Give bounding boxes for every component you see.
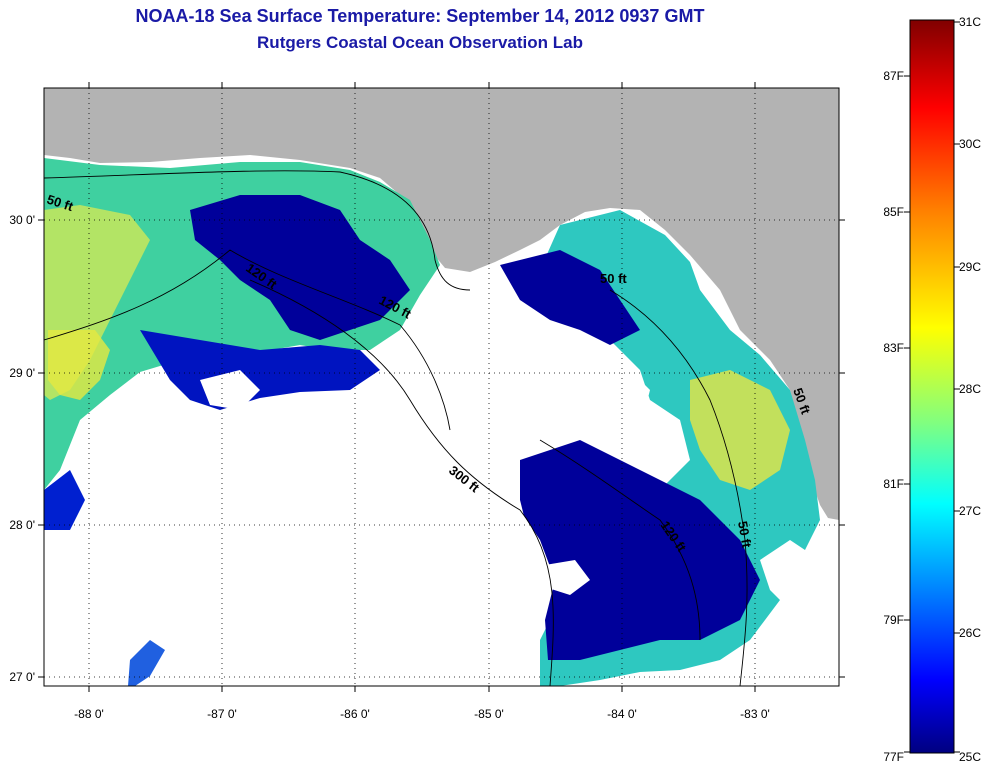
colorbar-label-c: 31C [959,15,981,29]
cloud-cover-center [420,290,650,450]
cloud-cover-south [44,410,540,686]
sst-cold-band [140,330,380,410]
map-frame [43,87,840,687]
colorbar-label-c: 26C [959,626,981,640]
sst-yellow-east [690,370,790,490]
colorbar-ticks [904,21,960,753]
cloud-patch-b [760,540,820,610]
lon-tick-label: -88 0' [74,707,104,721]
contour-50ft-west [44,170,471,291]
contour-120ft-east [539,439,701,641]
lon-tick-label: -85 0' [474,707,504,721]
colorbar-label-c: 25C [959,750,981,764]
colorbar-label-c: 27C [959,504,981,518]
contour-120ft [44,249,451,431]
colorbar-label-f: 77F [883,750,904,764]
contour-300ft [249,279,554,686]
lat-tick-label: 28 0' [9,518,35,532]
cloud-patch-c [545,560,590,595]
colorbar-label-f: 81F [883,477,904,491]
map-subtitle: Rutgers Coastal Ocean Observation Lab [257,33,583,52]
lat-tick-label: 27 0' [9,670,35,684]
colorbar-label-f: 87F [883,69,904,83]
colorbar-label-c: 28C [959,382,981,396]
sst-cold-bigbend [500,250,640,345]
lat-tick-label: 30 0' [9,213,35,227]
land-mass [44,88,839,520]
colorbar-label-f: 79F [883,613,904,627]
cloud-patch-a [200,370,260,410]
lon-tick-label: -83 0' [740,707,770,721]
lat-tick-label: 29 0' [9,366,35,380]
contour-label: 50 ft [735,520,755,550]
lon-tick-label: -87 0' [207,707,237,721]
map-title: NOAA-18 Sea Surface Temperature: Septemb… [135,6,705,26]
colorbar-label-f: 83F [883,341,904,355]
lon-tick-label: -84 0' [607,707,637,721]
sst-patch-islet [128,640,165,686]
colorbar-label-c: 30C [959,137,981,151]
axis-ticks [38,82,845,692]
contour-50ft-east [609,289,748,686]
contour-label: 50 ft [600,271,627,286]
colorbar-label-c: 29C [959,260,981,274]
sst-patch-west-edge [44,470,85,530]
colorbar [909,19,955,754]
colorbar-label-f: 85F [883,205,904,219]
sst-cold-east [520,440,760,660]
lon-tick-label: -86 0' [340,707,370,721]
map-area: 50 ft 120 ft 120 ft 50 ft 300 ft 120 ft … [44,88,839,686]
sst-yellow-patch-sw [48,330,110,400]
